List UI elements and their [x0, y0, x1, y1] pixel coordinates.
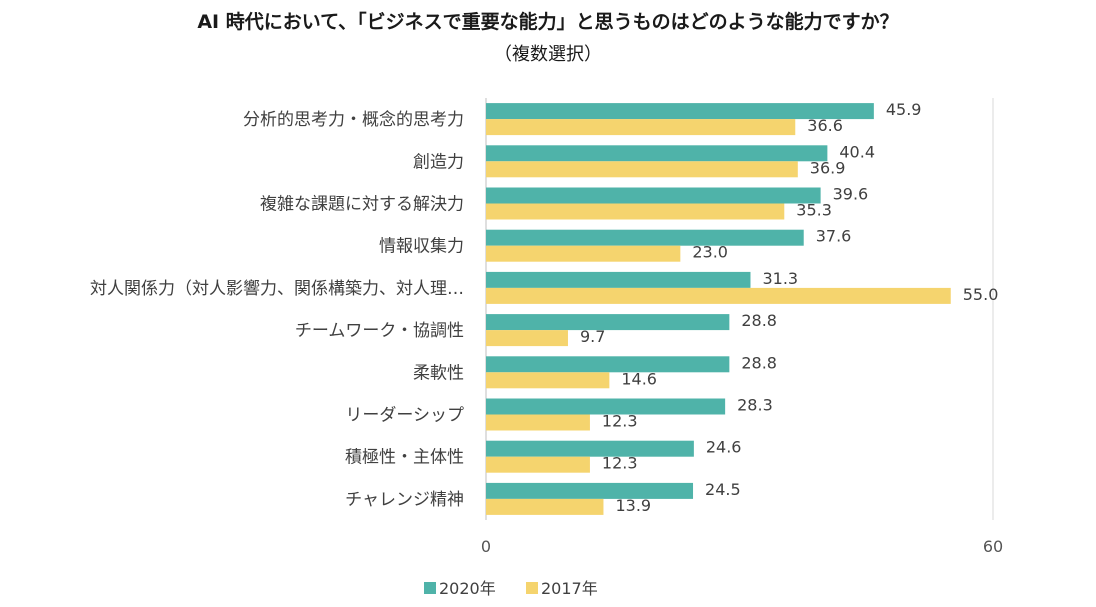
bar-2017	[486, 330, 568, 347]
bar-2020	[486, 271, 751, 288]
bar-2017	[486, 498, 604, 515]
bar-2017	[486, 372, 610, 389]
bar-2017	[486, 119, 796, 136]
data-label: 37.6	[816, 227, 852, 246]
data-label: 13.9	[615, 496, 651, 515]
category-label: 柔軟性	[413, 363, 464, 383]
x-axis-ticks: 0 60	[481, 537, 1003, 556]
bar-2020	[486, 482, 694, 499]
data-label: 45.9	[886, 100, 922, 119]
legend-swatch	[424, 582, 436, 594]
bar-2020	[486, 356, 730, 373]
data-label: 23.0	[692, 243, 728, 262]
bar-2017	[486, 203, 785, 220]
data-label: 28.8	[741, 311, 777, 330]
legend: 2020年 2017年	[424, 579, 598, 598]
data-label: 40.4	[839, 142, 875, 161]
data-label: 12.3	[602, 412, 638, 431]
data-label: 24.6	[706, 438, 742, 457]
legend-label: 2020年	[439, 579, 496, 598]
data-label: 9.7	[580, 327, 605, 346]
category-label: 積極性・主体性	[345, 448, 464, 468]
bar-2017	[486, 161, 798, 178]
bar-2020	[486, 440, 694, 457]
bar-2017	[486, 456, 590, 473]
data-label: 36.6	[807, 116, 843, 135]
bars	[486, 103, 951, 515]
category-label: 情報収集力	[379, 237, 464, 257]
category-label: チームワーク・協調性	[295, 321, 464, 341]
category-label: リーダーシップ	[345, 406, 464, 426]
bar-2017	[486, 287, 951, 304]
category-label: 対人関係力（対人影響力、関係構築力、対人理…	[90, 279, 464, 299]
category-label: チャレンジ精神	[345, 490, 464, 510]
x-tick-label: 0	[481, 537, 491, 556]
category-label: 創造力	[413, 152, 464, 172]
data-label: 12.3	[602, 454, 638, 473]
data-label: 55.0	[963, 285, 999, 304]
data-label: 35.3	[796, 201, 832, 220]
bar-2020	[486, 398, 726, 415]
legend-swatch	[526, 582, 538, 594]
category-label: 分析的思考力・概念的思考力	[243, 109, 464, 130]
bar-2020	[486, 145, 828, 162]
bar-2020	[486, 314, 730, 331]
bar-2020	[486, 187, 821, 204]
legend-label: 2017年	[541, 579, 598, 598]
data-label: 36.9	[810, 158, 846, 177]
data-label: 39.6	[833, 185, 869, 204]
bar-2020	[486, 103, 874, 120]
category-label: 複雑な課題に対する解決力	[260, 195, 464, 215]
value-labels: 45.9 36.6 40.436.9 39.635.3 37.6 23.0 31.3 55.0…	[580, 100, 998, 515]
data-label: 24.5	[705, 480, 741, 499]
chart-title: AI 時代において、「ビジネスで重要な能力」と思うものはどのような能力ですか？	[197, 10, 898, 33]
bar-2020	[486, 229, 804, 246]
data-label: 28.8	[741, 353, 777, 372]
data-label: 14.6	[621, 369, 657, 388]
bar-2017	[486, 414, 590, 431]
data-label: 28.3	[737, 396, 773, 415]
x-tick-label: 60	[983, 537, 1003, 556]
chart-subtitle: （複数選択）	[494, 44, 602, 65]
data-label: 31.3	[762, 269, 798, 288]
bar-2017	[486, 245, 681, 262]
category-labels: 分析的思考力・概念的思考力創造力複雑な課題に対する解決力情報収集力対人関係力（対…	[90, 109, 464, 510]
